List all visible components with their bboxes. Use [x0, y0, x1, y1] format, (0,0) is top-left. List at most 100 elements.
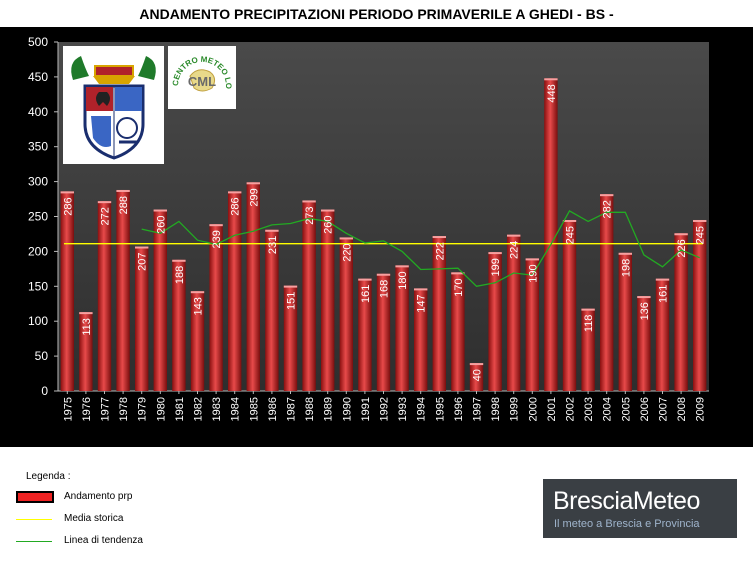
x-tick-label: 1988 [304, 397, 316, 421]
bar-value-label: 118 [583, 315, 595, 333]
y-tick-label: 150 [28, 279, 48, 293]
bar-value-label: 245 [695, 226, 707, 244]
bar-1998 [488, 252, 502, 391]
bar-1992 [376, 273, 391, 391]
bar-1983 [209, 224, 223, 391]
bar-1989 [321, 209, 335, 391]
y-axis: 0 50 100 150 200 250 300 350 400 450 500 [28, 35, 59, 398]
bar-value-label: 239 [211, 230, 223, 248]
bar-1987 [283, 285, 298, 391]
bar-value-label: 226 [676, 239, 688, 257]
linea-tendenza-line [141, 210, 700, 288]
y-tick-label: 400 [28, 105, 48, 119]
bar-1993 [395, 265, 409, 391]
legend-label: Media storica [64, 513, 124, 524]
bar-top-1978 [116, 189, 130, 192]
brand-tagline: Il meteo a Brescia e Provincia [554, 518, 700, 530]
bar-top-1981 [172, 259, 186, 262]
bar-1986 [265, 229, 279, 391]
y-tick-label: 100 [28, 314, 48, 328]
x-tick-label: 1984 [230, 397, 242, 421]
x-tick-label: 2006 [639, 397, 651, 421]
bar-value-label: 273 [304, 206, 316, 224]
bar-value-label: 168 [379, 280, 391, 298]
bar-value-label: 448 [546, 84, 558, 102]
x-tick-label: 2001 [546, 397, 558, 421]
bar-labels: 286 113 272 288 207 260 188 143 239 286 299 231 151 2… [62, 84, 706, 381]
bar-top-2006 [637, 296, 651, 299]
bar-top-1996 [451, 272, 465, 275]
bar-1981 [172, 259, 186, 391]
bar-2007 [655, 278, 670, 391]
bar-value-label: 161 [360, 285, 372, 303]
x-tick-label: 2004 [602, 397, 614, 421]
cml-initials: CML [188, 74, 216, 89]
bar-top-2003 [581, 308, 595, 311]
bar-1975 [60, 191, 74, 391]
bar-value-label: 40 [472, 369, 484, 381]
bar-2006 [637, 296, 651, 391]
x-tick-label: 1991 [360, 397, 372, 421]
bar-value-label: 113 [81, 318, 93, 336]
bar-value-label: 272 [100, 207, 112, 225]
x-tick-label: 1999 [509, 397, 521, 421]
provincia-coat-of-arms-logo [63, 46, 164, 164]
legend-swatch-line-green [16, 541, 52, 542]
bar-value-label: 286 [62, 197, 74, 215]
legend: Legenda : Andamento prp Media storica Li… [0, 465, 300, 560]
bar-1984 [228, 191, 242, 391]
bar-top-1982 [190, 291, 205, 294]
bar-top-2008 [674, 233, 688, 236]
x-tick-label: 1985 [248, 397, 260, 421]
bar-value-label: 288 [118, 196, 130, 214]
legend-swatch-bar [16, 491, 54, 503]
bresciameteo-banner: BresciaMeteo Il meteo a Brescia e Provin… [543, 479, 737, 538]
x-tick-label: 2003 [583, 397, 595, 421]
bar-value-label: 282 [602, 200, 614, 218]
y-tick-label: 500 [28, 35, 48, 49]
bar-top-1989 [321, 209, 335, 212]
bar-1977 [97, 201, 112, 391]
bar-value-label: 136 [639, 302, 651, 320]
bar-1988 [302, 200, 316, 391]
bar-top-1979 [135, 246, 149, 249]
bar-2002 [562, 219, 577, 391]
bar-2001 [544, 78, 558, 391]
bar-value-label: 231 [267, 236, 279, 254]
x-tick-label: 1980 [155, 397, 167, 421]
legend-label: Linea di tendenza [64, 535, 143, 546]
legend-swatch-line-yellow [16, 519, 52, 520]
y-tick-label: 300 [28, 175, 48, 189]
bar-2008 [674, 233, 688, 391]
y-tick-label: 450 [28, 70, 48, 84]
bar-value-label: 147 [416, 294, 428, 312]
bar-value-label: 260 [323, 216, 335, 234]
bars [60, 78, 707, 391]
y-tick-label: 50 [35, 349, 49, 363]
bar-top-1980 [153, 209, 167, 212]
bar-value-label: 224 [509, 241, 521, 259]
x-tick-label: 1995 [434, 397, 446, 421]
x-tick-label: 2008 [676, 397, 688, 421]
bar-value-label: 299 [248, 188, 260, 206]
bar-top-1986 [265, 229, 279, 232]
bar-top-2004 [600, 194, 614, 197]
bar-2005 [618, 252, 632, 391]
bar-1994 [414, 288, 428, 391]
x-tick-label: 1998 [490, 397, 502, 421]
bar-top-1987 [283, 285, 298, 288]
bar-1978 [116, 189, 130, 391]
bar-2004 [600, 194, 614, 391]
bar-value-label: 143 [193, 297, 205, 315]
bar-2003 [581, 308, 595, 391]
x-tick-label: 2005 [620, 397, 632, 421]
x-tick-label: 2000 [527, 397, 539, 421]
bar-top-2000 [525, 258, 539, 261]
bar-top-1977 [97, 201, 112, 204]
y-tick-label: 200 [28, 244, 48, 258]
bar-top-2001 [544, 78, 558, 81]
x-tick-label: 1997 [472, 397, 484, 421]
x-tick-label: 1982 [193, 397, 205, 421]
bar-1976 [79, 312, 93, 391]
x-tick-label: 1996 [453, 397, 465, 421]
